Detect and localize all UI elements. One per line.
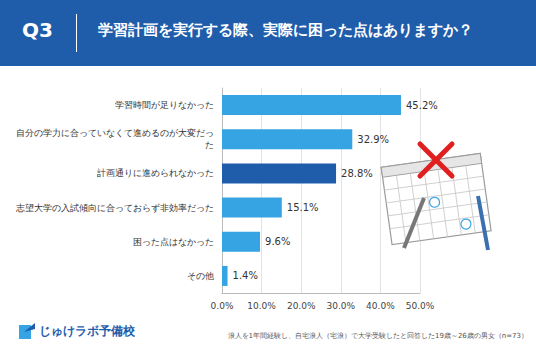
svg-text:0.0%: 0.0% — [211, 301, 234, 311]
svg-text:40.0%: 40.0% — [366, 301, 395, 311]
svg-text:32.9%: 32.9% — [357, 134, 389, 145]
svg-text:20.0%: 20.0% — [287, 301, 316, 311]
svg-text:28.8%: 28.8% — [341, 168, 373, 179]
svg-text:た: た — [205, 140, 214, 150]
svg-text:志望大学の入試傾向に合っておらず非効率だった: 志望大学の入試傾向に合っておらず非効率だった — [16, 203, 214, 213]
svg-text:9.6%: 9.6% — [265, 236, 290, 247]
svg-text:困った点はなかった: 困った点はなかった — [133, 237, 214, 247]
svg-text:自分の学力に合っていなくて進めるのが大変だっ: 自分の学力に合っていなくて進めるのが大変だっ — [16, 128, 214, 138]
svg-text:計画通りに進められなかった: 計画通りに進められなかった — [97, 168, 214, 178]
svg-text:学習時間が足りなかった: 学習時間が足りなかった — [115, 100, 214, 110]
svg-text:10.0%: 10.0% — [247, 301, 276, 311]
svg-text:45.2%: 45.2% — [406, 100, 438, 111]
html-text:Q3: Q3 — [22, 18, 53, 42]
svg-text:1.4%: 1.4% — [233, 270, 258, 281]
svg-text:50.0%: 50.0% — [406, 301, 435, 311]
svg-text:その他: その他 — [187, 271, 214, 281]
svg-text:30.0%: 30.0% — [327, 301, 356, 311]
svg-text:15.1%: 15.1% — [287, 202, 319, 213]
html-text:学習計画を実行する際、実際に困った点はありますか？: 学習計画を実行する際、実際に困った点はありますか？ — [98, 21, 473, 39]
html-text:浪人を1年間経験し、自宅浪人（宅浪）で大学受験したと回答した: 浪人を1年間経験し、自宅浪人（宅浪）で大学受験したと回答した19歳～26歳の男女… — [227, 332, 528, 340]
html-text:じゅけラボ予備校: じゅけラボ予備校 — [39, 323, 135, 338]
